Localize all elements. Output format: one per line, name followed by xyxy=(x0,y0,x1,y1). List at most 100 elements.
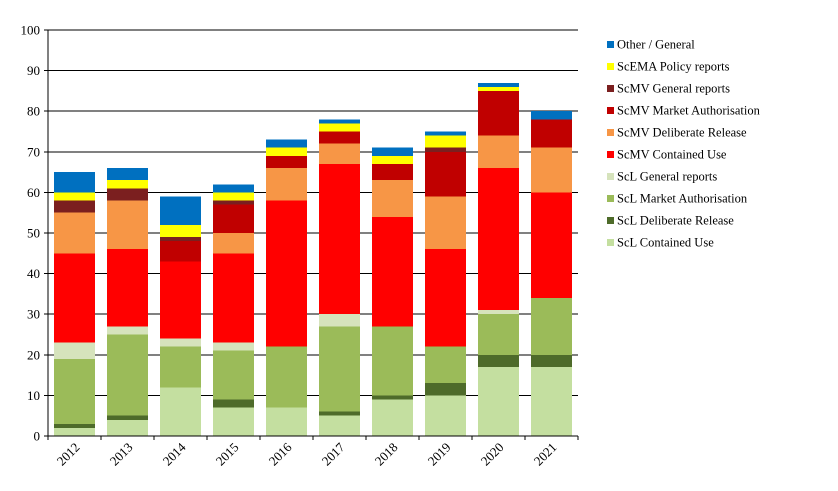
y-tick-label: 90 xyxy=(27,63,40,78)
bar-segment-2018-scema-policy-reports xyxy=(372,155,413,164)
bar-segment-2017-scl-market-authorisation xyxy=(319,326,360,412)
bar-segment-2013-scl-deliberate-release xyxy=(107,415,148,420)
legend-label: ScMV Market Authorisation xyxy=(617,104,761,118)
bar-segment-2020-scmv-contained-use xyxy=(478,168,519,311)
bar-segment-2013-scmv-general-reports xyxy=(107,188,148,201)
bar-segment-2021-scmv-contained-use xyxy=(531,192,572,298)
bar-segment-2019-scl-market-authorisation xyxy=(425,346,466,384)
y-tick-label: 70 xyxy=(27,144,40,159)
bar-segment-2016-scmv-market-authorisation xyxy=(266,155,307,169)
legend-label: Other / General xyxy=(617,38,695,52)
bar-segment-2015-scmv-market-authorisation xyxy=(213,204,254,233)
legend-item-scl-general-reports: ScL General reports xyxy=(607,170,717,184)
legend-swatch xyxy=(607,41,614,48)
legend-item-scmv-general-reports: ScMV General reports xyxy=(607,82,730,96)
bar-segment-2021-scl-deliberate-release xyxy=(531,354,572,367)
bar-segment-2021-scmv-market-authorisation xyxy=(531,119,572,148)
bar-segment-2014-scema-policy-reports xyxy=(160,224,201,238)
bar-segment-2019-scl-contained-use xyxy=(425,395,466,436)
bar-segment-2013-scema-policy-reports xyxy=(107,180,148,189)
legend-item-scl-contained-use: ScL Contained Use xyxy=(607,236,714,250)
bar-segment-2012-scmv-contained-use xyxy=(54,253,95,343)
bar-segment-2019-scl-deliberate-release xyxy=(425,383,466,396)
bar-segment-2012-other-general xyxy=(54,172,95,193)
legend-label: ScEMA Policy reports xyxy=(617,60,730,74)
bar-segment-2015-scema-policy-reports xyxy=(213,192,254,201)
legend-label: ScMV Deliberate Release xyxy=(617,126,747,140)
x-tick-label: 2013 xyxy=(107,440,136,469)
legend-item-other-general: Other / General xyxy=(607,38,695,52)
y-tick-label: 10 xyxy=(27,388,40,403)
legend-swatch xyxy=(607,107,614,114)
bar-segment-2016-scl-contained-use xyxy=(266,407,307,436)
x-tick-label: 2019 xyxy=(425,440,454,469)
bar-segment-2014-scmv-general-reports xyxy=(160,237,201,242)
x-tick-label: 2018 xyxy=(372,440,401,469)
legend-swatch xyxy=(607,173,614,180)
x-tick-label: 2021 xyxy=(531,440,560,469)
y-tick-label: 20 xyxy=(27,347,40,362)
legend-swatch xyxy=(607,195,614,202)
bar-segment-2012-scmv-deliberate-release xyxy=(54,212,95,254)
bar-segment-2013-scl-general-reports xyxy=(107,326,148,335)
y-axis-ticks: 0 10 20 30 40 50 60 70 80 90 100 xyxy=(21,23,48,444)
bar-segment-2013-other-general xyxy=(107,168,148,181)
bar-segment-2017-scmv-market-authorisation xyxy=(319,131,360,144)
y-tick-label: 0 xyxy=(34,429,41,444)
x-tick-label: 2017 xyxy=(319,439,348,468)
bar-segment-2014-scl-contained-use xyxy=(160,387,201,436)
x-tick-label: 2016 xyxy=(266,439,295,468)
bar-segment-2015-scmv-general-reports xyxy=(213,200,254,205)
bar-segment-2016-scl-market-authorisation xyxy=(266,346,307,408)
legend-item-scema-policy-reports: ScEMA Policy reports xyxy=(607,60,730,74)
bar-segment-2015-other-general xyxy=(213,184,254,193)
bar-segment-2013-scmv-deliberate-release xyxy=(107,200,148,250)
bars xyxy=(54,82,572,436)
bar-segment-2020-scl-contained-use xyxy=(478,366,519,436)
bar-segment-2016-scema-policy-reports xyxy=(266,147,307,156)
bar-segment-2013-scl-contained-use xyxy=(107,419,148,436)
bar-segment-2015-scl-market-authorisation xyxy=(213,350,254,400)
x-tick-label: 2020 xyxy=(478,440,507,469)
bar-segment-2014-scl-general-reports xyxy=(160,338,201,347)
legend-item-scl-deliberate-release: ScL Deliberate Release xyxy=(607,214,734,228)
x-tick-label: 2012 xyxy=(54,440,83,469)
legend-swatch xyxy=(607,129,614,136)
bar-segment-2016-other-general xyxy=(266,139,307,148)
bar-segment-2018-scmv-contained-use xyxy=(372,216,413,327)
bar-segment-2020-other-general xyxy=(478,82,519,87)
legend-item-scmv-deliberate-release: ScMV Deliberate Release xyxy=(607,126,747,140)
bar-segment-2017-scmv-deliberate-release xyxy=(319,143,360,164)
legend-swatch xyxy=(607,239,614,246)
bar-segment-2020-scl-deliberate-release xyxy=(478,354,519,367)
y-tick-label: 100 xyxy=(21,23,41,38)
bar-segment-2019-scmv-deliberate-release xyxy=(425,196,466,250)
legend-swatch xyxy=(607,217,614,224)
legend-swatch xyxy=(607,151,614,158)
legend-label: ScL Contained Use xyxy=(617,236,714,250)
legend-label: ScL Market Authorisation xyxy=(617,192,748,206)
bar-segment-2018-scl-deliberate-release xyxy=(372,395,413,400)
bar-segment-2012-scema-policy-reports xyxy=(54,192,95,201)
bar-segment-2012-scl-general-reports xyxy=(54,342,95,359)
bar-segment-2016-scmv-deliberate-release xyxy=(266,168,307,201)
y-tick-label: 80 xyxy=(27,104,40,119)
legend-label: ScL Deliberate Release xyxy=(617,214,734,228)
bar-segment-2013-scl-market-authorisation xyxy=(107,334,148,416)
x-tick-label: 2015 xyxy=(213,440,242,469)
bar-segment-2020-scmv-market-authorisation xyxy=(478,90,519,136)
bar-segment-2015-scl-deliberate-release xyxy=(213,399,254,408)
bar-segment-2017-scema-policy-reports xyxy=(319,123,360,132)
bar-segment-2020-scmv-deliberate-release xyxy=(478,135,519,169)
bar-segment-2012-scl-contained-use xyxy=(54,427,95,436)
legend-item-scl-market-authorisation: ScL Market Authorisation xyxy=(607,192,748,206)
bar-segment-2015-scl-general-reports xyxy=(213,342,254,351)
bar-segment-2021-scl-contained-use xyxy=(531,366,572,436)
y-tick-label: 30 xyxy=(27,307,40,322)
legend-swatch xyxy=(607,85,614,92)
bar-segment-2018-scmv-deliberate-release xyxy=(372,180,413,217)
legend-label: ScMV Contained Use xyxy=(617,148,727,162)
y-tick-label: 60 xyxy=(27,185,40,200)
bar-segment-2019-other-general xyxy=(425,131,466,136)
bar-segment-2017-scl-general-reports xyxy=(319,314,360,327)
